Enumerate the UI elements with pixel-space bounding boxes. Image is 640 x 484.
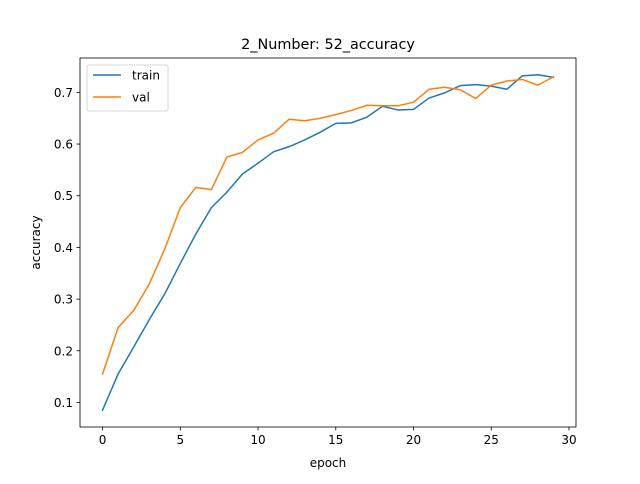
series-line-train (101, 74, 555, 412)
y-axis-label: accuracy (29, 215, 43, 269)
x-tick-label: 5 (176, 433, 184, 447)
y-tick-label: 0.2 (54, 344, 73, 358)
x-tick-label: 30 (561, 433, 576, 447)
legend-label-val: val (132, 91, 150, 105)
series-layer (101, 74, 555, 412)
y-tick-label: 0.4 (54, 241, 73, 255)
legend: train val (86, 64, 169, 112)
x-tick-label: 20 (406, 433, 421, 447)
plot-area (80, 58, 576, 427)
x-tick-label: 10 (250, 433, 265, 447)
x-tick-label: 25 (484, 433, 499, 447)
series-line-val (101, 75, 555, 375)
plot-frame (79, 57, 577, 428)
y-tick-label: 0.5 (54, 189, 73, 203)
x-tick-label: 15 (328, 433, 343, 447)
x-axis-ticks: 0 5 10 15 20 25 30 (99, 427, 577, 447)
chart-title: 2_Number: 52_accuracy (241, 37, 415, 53)
y-tick-label: 0.3 (54, 293, 73, 307)
y-tick-label: 0.7 (54, 86, 73, 100)
x-tick-label: 0 (99, 433, 107, 447)
y-tick-label: 0.1 (54, 396, 73, 410)
legend-label-train: train (132, 69, 160, 83)
y-tick-label: 0.6 (54, 138, 73, 152)
legend-box (86, 64, 169, 112)
y-axis-ticks: 0.1 0.2 0.3 0.4 0.5 0.6 0.7 (54, 86, 80, 410)
x-axis-label: epoch (310, 456, 347, 470)
